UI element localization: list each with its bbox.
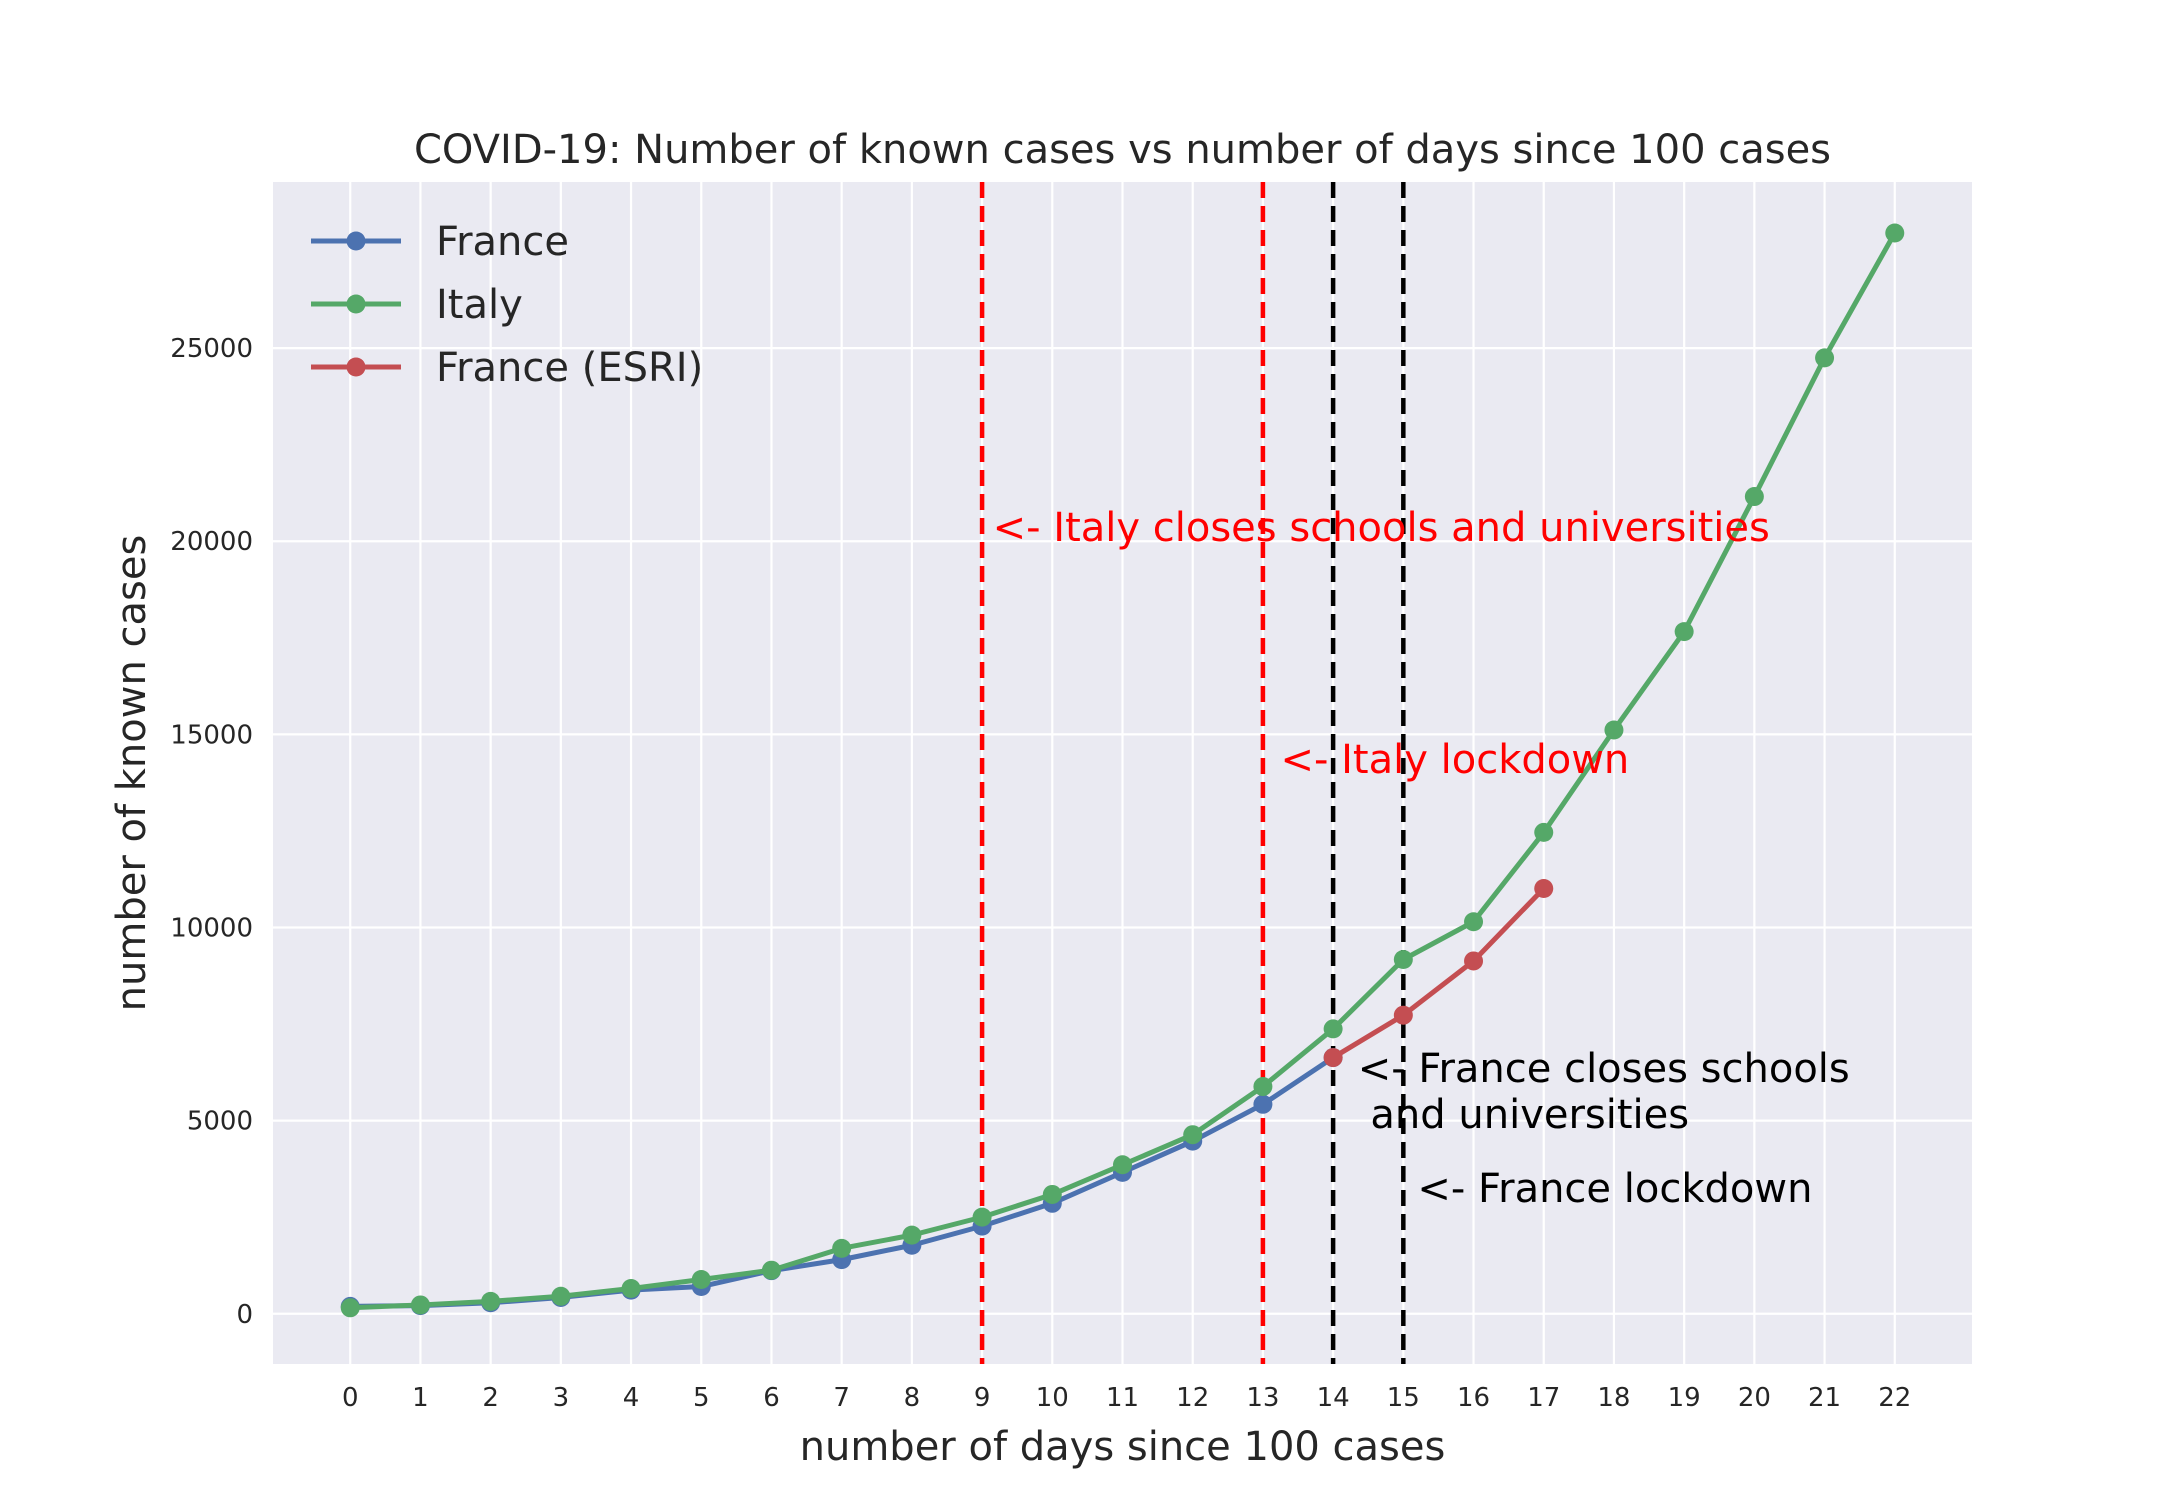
- annotation: <- Italy closes schools and universities: [993, 505, 1770, 551]
- data-point: [1534, 822, 1554, 842]
- annotations: <- Italy closes schools and universities…: [993, 505, 1850, 1212]
- annotation-line: and universities: [1358, 1092, 1689, 1138]
- x-tick-label: 5: [693, 1383, 710, 1413]
- data-point: [551, 1286, 571, 1306]
- x-tick-label: 19: [1668, 1383, 1701, 1413]
- y-tick-label: 10000: [170, 914, 253, 944]
- data-point: [1042, 1184, 1062, 1204]
- x-tick-label: 16: [1457, 1383, 1490, 1413]
- data-point: [481, 1291, 501, 1311]
- series-line: [1331, 886, 1546, 1060]
- legend-swatch-marker: [346, 231, 366, 251]
- y-tick-label: 20000: [170, 527, 253, 557]
- data-point: [1464, 951, 1484, 971]
- data-point: [1323, 1019, 1343, 1039]
- x-tick-label: 10: [1036, 1383, 1069, 1413]
- reference-lines: [979, 182, 1406, 1364]
- x-tick-label: 11: [1106, 1383, 1139, 1413]
- y-tick-label: 5000: [187, 1107, 253, 1137]
- x-tick-label: 14: [1317, 1383, 1350, 1413]
- legend-swatch-marker: [346, 294, 366, 314]
- annotation-line: <- France lockdown: [1417, 1166, 1812, 1212]
- grid: [273, 182, 1972, 1364]
- annotation-line: <- Italy lockdown: [1280, 737, 1629, 783]
- y-axis-label: number of known cases: [109, 535, 155, 1012]
- x-tick-label: 0: [342, 1383, 359, 1413]
- data-point: [1253, 1077, 1273, 1097]
- legend-label: France: [436, 219, 569, 265]
- data-point: [1604, 720, 1624, 740]
- x-tick-label: 15: [1387, 1383, 1420, 1413]
- data-point: [1393, 1005, 1413, 1025]
- x-tick-label: 13: [1246, 1383, 1279, 1413]
- chart-title: COVID-19: Number of known cases vs numbe…: [414, 127, 1831, 173]
- x-tick-label: 22: [1878, 1383, 1911, 1413]
- x-tick-label: 3: [553, 1383, 570, 1413]
- legend-label: France (ESRI): [436, 345, 703, 391]
- data-point: [1674, 622, 1694, 642]
- data-point: [1464, 912, 1484, 932]
- annotation-line: <- France closes schools: [1358, 1046, 1850, 1092]
- x-tick-label: 18: [1597, 1383, 1630, 1413]
- x-tick-label: 17: [1527, 1383, 1560, 1413]
- tick-labels: 0 1 2 3 4 5 6 7 8 9 10 11 12 13 14 15 16 17 18 19 20 21 220500…: [170, 334, 1911, 1413]
- x-tick-label: 4: [623, 1383, 640, 1413]
- x-tick-label: 9: [974, 1383, 991, 1413]
- data-point: [1113, 1155, 1132, 1175]
- x-tick-label: 20: [1738, 1383, 1771, 1413]
- data-point: [1253, 1094, 1273, 1114]
- data-point: [972, 1207, 992, 1227]
- data-point: [1885, 223, 1905, 243]
- y-tick-label: 25000: [170, 334, 253, 364]
- annotation-line: <- Italy closes schools and universities: [993, 505, 1770, 551]
- data-point: [902, 1225, 922, 1245]
- data-point: [1393, 949, 1413, 969]
- x-tick-label: 21: [1808, 1383, 1841, 1413]
- x-axis-label: number of days since 100 cases: [800, 1424, 1446, 1470]
- data-point: [761, 1260, 781, 1280]
- x-tick-label: 12: [1176, 1383, 1209, 1413]
- data-point: [410, 1295, 430, 1315]
- x-tick-label: 1: [412, 1383, 429, 1413]
- data-point: [1323, 1048, 1343, 1068]
- legend: France Italy France (ESRI): [311, 219, 703, 391]
- y-tick-label: 0: [236, 1300, 253, 1330]
- annotation: <- Italy lockdown: [1280, 737, 1629, 783]
- data-point: [1744, 487, 1764, 507]
- annotation: <- France lockdown: [1417, 1166, 1812, 1212]
- x-tick-label: 7: [833, 1383, 850, 1413]
- data-point: [832, 1238, 852, 1258]
- x-tick-label: 6: [763, 1383, 780, 1413]
- data-point: [340, 1298, 360, 1318]
- legend-swatch-marker: [346, 357, 366, 377]
- y-tick-label: 15000: [170, 720, 253, 750]
- data-point: [1183, 1125, 1203, 1145]
- legend-label: Italy: [436, 282, 523, 328]
- data-point: [691, 1269, 711, 1289]
- data-point: [621, 1278, 641, 1298]
- x-tick-label: 2: [482, 1383, 499, 1413]
- series-lines: [340, 223, 1905, 1318]
- data-point: [1815, 348, 1835, 368]
- data-point: [1534, 878, 1554, 898]
- x-tick-label: 8: [904, 1383, 921, 1413]
- annotation: <- France closes schools and universitie…: [1358, 1046, 1850, 1138]
